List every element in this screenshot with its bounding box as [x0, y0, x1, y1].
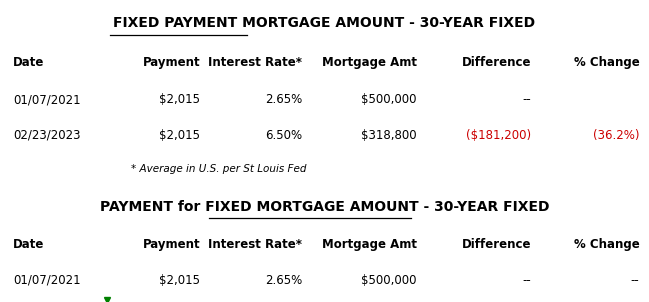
Text: 02/23/2023: 02/23/2023	[13, 129, 80, 142]
Text: Payment: Payment	[143, 238, 201, 251]
Text: $2,015: $2,015	[160, 129, 201, 142]
Text: Date: Date	[13, 238, 44, 251]
Text: % Change: % Change	[574, 238, 639, 251]
Text: Date: Date	[13, 56, 44, 69]
Text: Payment: Payment	[143, 56, 201, 69]
Text: --: --	[522, 93, 531, 106]
Text: 01/07/2021: 01/07/2021	[13, 93, 80, 106]
Text: $2,015: $2,015	[160, 274, 201, 287]
Text: Interest Rate*: Interest Rate*	[208, 238, 302, 251]
Text: Mortgage Amt: Mortgage Amt	[322, 238, 417, 251]
Text: $2,015: $2,015	[160, 93, 201, 106]
Text: $318,800: $318,800	[361, 129, 417, 142]
Text: Mortgage Amt: Mortgage Amt	[322, 56, 417, 69]
Text: --: --	[631, 274, 639, 287]
Text: % Change: % Change	[574, 56, 639, 69]
Text: 2.65%: 2.65%	[265, 274, 302, 287]
Text: Difference: Difference	[461, 238, 531, 251]
Text: 2.65%: 2.65%	[265, 93, 302, 106]
Text: Difference: Difference	[461, 56, 531, 69]
Text: --: --	[522, 274, 531, 287]
Text: $500,000: $500,000	[361, 274, 417, 287]
Text: ($181,200): ($181,200)	[466, 129, 531, 142]
Text: $500,000: $500,000	[361, 93, 417, 106]
Text: FIXED PAYMENT MORTGAGE AMOUNT - 30-YEAR FIXED: FIXED PAYMENT MORTGAGE AMOUNT - 30-YEAR …	[114, 16, 535, 30]
Text: (36.2%): (36.2%)	[593, 129, 639, 142]
Text: Interest Rate*: Interest Rate*	[208, 56, 302, 69]
Text: * Average in U.S. per St Louis Fed: * Average in U.S. per St Louis Fed	[130, 164, 306, 174]
Text: PAYMENT for FIXED MORTGAGE AMOUNT - 30-YEAR FIXED: PAYMENT for FIXED MORTGAGE AMOUNT - 30-Y…	[100, 200, 549, 214]
Text: 6.50%: 6.50%	[265, 129, 302, 142]
Text: 01/07/2021: 01/07/2021	[13, 274, 80, 287]
